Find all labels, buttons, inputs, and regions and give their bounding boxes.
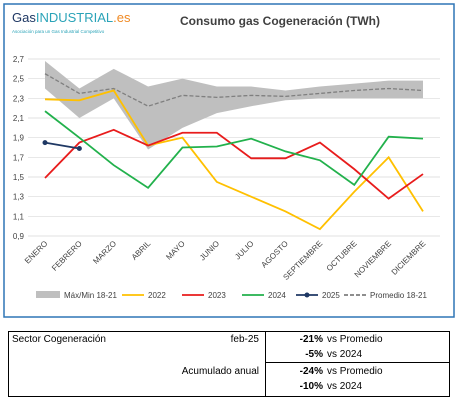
series-line bbox=[44, 110, 424, 190]
x-tick-label: MAYO bbox=[164, 239, 187, 262]
logo-part: Gas bbox=[12, 10, 36, 25]
y-tick-label: 2,7 bbox=[13, 55, 25, 64]
row-divider bbox=[265, 362, 450, 363]
legend-label: Promedio 18-21 bbox=[370, 291, 427, 300]
logo: GasINDUSTRIAL.es bbox=[12, 10, 131, 25]
range-band bbox=[45, 60, 423, 150]
pct-ref: vs Promedio bbox=[327, 366, 383, 377]
logo-part: INDUSTRIAL bbox=[36, 10, 113, 25]
x-tick-label: DICIEMBRE bbox=[390, 239, 428, 277]
y-tick-label: 1,5 bbox=[13, 173, 25, 182]
series-line bbox=[44, 128, 424, 200]
legend-label: 2025 bbox=[322, 291, 340, 300]
pct-ref: vs 2024 bbox=[327, 349, 363, 360]
x-tick-label: JUNIO bbox=[198, 239, 221, 262]
x-tick-label: MARZO bbox=[91, 239, 118, 266]
summary-table: Sector Cogeneración feb-25 Acumulado anu… bbox=[8, 331, 450, 397]
series-line bbox=[44, 89, 424, 231]
pct: -24% bbox=[299, 366, 323, 377]
y-tick-label: 1,3 bbox=[13, 193, 25, 202]
series-line bbox=[44, 141, 80, 150]
x-tick-label: NOVIEMBRE bbox=[353, 239, 393, 279]
y-tick-label: 1,7 bbox=[13, 153, 25, 162]
x-tick-label: OCTUBRE bbox=[325, 239, 359, 273]
period: Acumulado anual bbox=[181, 366, 259, 377]
pct-ref: vs Promedio bbox=[327, 334, 383, 345]
chart-frame bbox=[3, 3, 455, 318]
pct: -5% bbox=[305, 349, 323, 360]
point bbox=[76, 145, 82, 151]
y-tick-label: 0,9 bbox=[13, 232, 25, 241]
x-tick-label: ABRIL bbox=[130, 239, 153, 262]
series-line bbox=[44, 73, 424, 107]
chart-title: Consumo gas Cogeneración (TWh) bbox=[180, 14, 380, 28]
point bbox=[42, 140, 48, 146]
x-tick-label: ENERO bbox=[23, 239, 49, 265]
period: feb-25 bbox=[230, 334, 259, 345]
chart: GasINDUSTRIAL.es Asociación para un Gas … bbox=[3, 3, 455, 318]
x-tick-label: JULIO bbox=[233, 239, 255, 261]
y-tick-label: 1,9 bbox=[13, 134, 25, 143]
pct-ref: vs 2024 bbox=[327, 381, 363, 392]
legend-label: Máx/Min 18-21 bbox=[64, 291, 117, 300]
pct: -10% bbox=[299, 381, 323, 392]
sector: Sector Cogeneración bbox=[12, 334, 106, 345]
y-tick-label: 2,5 bbox=[13, 75, 25, 84]
logo-tagline: Asociación para un Gas Industrial Compet… bbox=[12, 29, 105, 34]
legend-marker bbox=[304, 292, 310, 298]
col-divider bbox=[265, 332, 266, 396]
y-tick-label: 2,1 bbox=[13, 114, 25, 123]
legend-swatch bbox=[36, 291, 60, 298]
legend-label: 2024 bbox=[268, 291, 286, 300]
x-tick-label: FEBRERO bbox=[50, 239, 84, 273]
logo-part: .es bbox=[113, 10, 131, 25]
y-tick-label: 1,1 bbox=[13, 212, 25, 221]
legend-label: 2022 bbox=[148, 291, 166, 300]
legend-label: 2023 bbox=[208, 291, 226, 300]
x-tick-label: AGOSTO bbox=[259, 239, 289, 269]
y-tick-label: 2,3 bbox=[13, 94, 25, 103]
pct: -21% bbox=[299, 334, 323, 345]
